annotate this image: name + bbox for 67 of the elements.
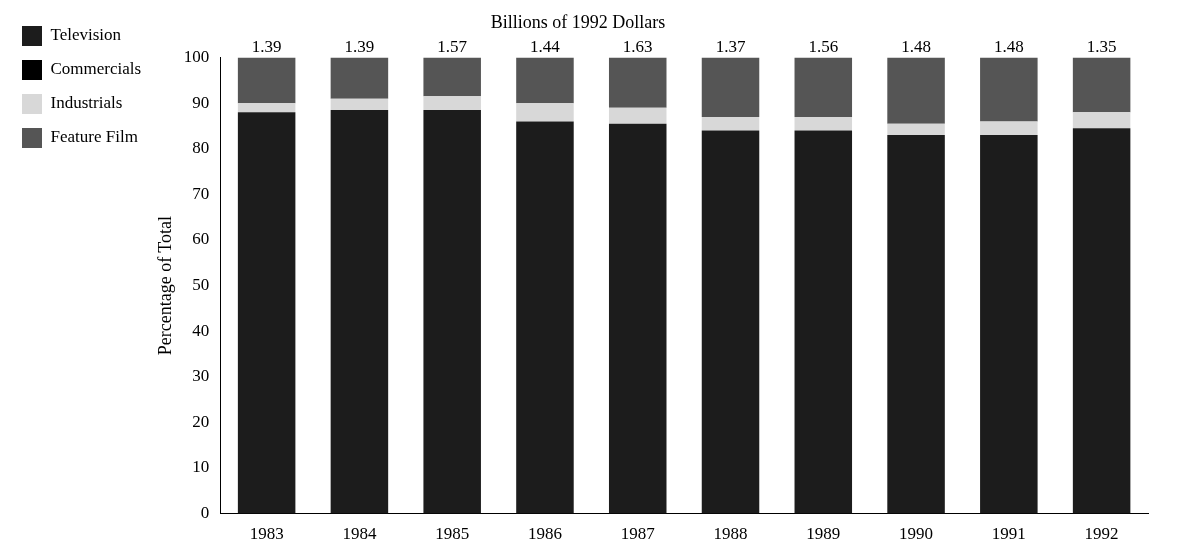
bar (980, 57, 1038, 122)
bar (887, 123, 945, 136)
bar (1072, 57, 1131, 113)
bar (887, 57, 945, 124)
x-tick-label: 1990 (899, 524, 934, 544)
y-tick-label: 20 (192, 411, 210, 431)
text: 1.37 (715, 36, 746, 56)
x-tick-label: 1985 (435, 524, 470, 544)
y-tick-label: 100 (183, 47, 210, 67)
bar (608, 123, 667, 514)
bar (980, 121, 1038, 136)
legend-label: Television (50, 25, 122, 45)
x-tick-label: 1988 (713, 524, 748, 544)
y-tick-label: 90 (192, 92, 210, 112)
text: 1.39 (344, 36, 375, 56)
bar (423, 57, 481, 97)
bar (608, 107, 667, 124)
y-tick-label: 50 (192, 275, 210, 295)
text: 1.48 (993, 36, 1024, 56)
bar (423, 110, 481, 514)
bar (516, 103, 574, 122)
y-tick-label: 10 (192, 457, 210, 477)
x-tick-label: 1986 (527, 524, 562, 544)
bar (516, 121, 574, 514)
legend-label: Commercials (50, 59, 142, 79)
y-tick-label: 80 (192, 138, 210, 158)
y-tick-label: 40 (192, 320, 210, 340)
x-tick-label: 1989 (806, 524, 841, 544)
bar (237, 112, 296, 514)
chart-title: Billions of 1992 Dollars (490, 11, 666, 32)
bar (701, 57, 760, 117)
text: 1.48 (901, 36, 931, 56)
x-tick-label: 1983 (249, 524, 284, 544)
bar (516, 57, 574, 104)
text: 1.63 (622, 36, 653, 56)
bar (701, 130, 760, 514)
bar (330, 110, 389, 514)
text: 1.56 (808, 36, 839, 56)
bar (794, 130, 853, 514)
bar (980, 135, 1038, 514)
bar (1072, 128, 1131, 514)
bar (330, 57, 389, 99)
x-tick-label: 1992 (1084, 524, 1119, 544)
x-tick-label: 1987 (620, 524, 656, 544)
y-axis-title: Percentage of Total (154, 215, 175, 356)
x-tick-label: 1991 (991, 524, 1026, 544)
bar (887, 135, 945, 514)
text: 1.44 (530, 36, 561, 56)
bar (423, 96, 481, 111)
bar (701, 116, 760, 131)
y-tick-label: 0 (200, 503, 210, 523)
legend-label: Feature Film (50, 127, 138, 147)
text: 1.35 (1086, 36, 1117, 56)
bar (237, 103, 296, 113)
y-tick-label: 60 (192, 229, 210, 249)
bar (1072, 112, 1131, 129)
bar (794, 116, 853, 131)
text: 1.57 (437, 36, 468, 56)
y-tick-label: 30 (192, 366, 210, 386)
bar (608, 57, 667, 108)
bar (794, 57, 853, 117)
legend-label: Industrials (50, 93, 123, 113)
y-tick-label: 70 (192, 183, 210, 203)
x-tick-label: 1984 (342, 524, 377, 544)
bar (330, 98, 389, 111)
bar (237, 57, 296, 104)
text: 1.39 (251, 36, 282, 56)
